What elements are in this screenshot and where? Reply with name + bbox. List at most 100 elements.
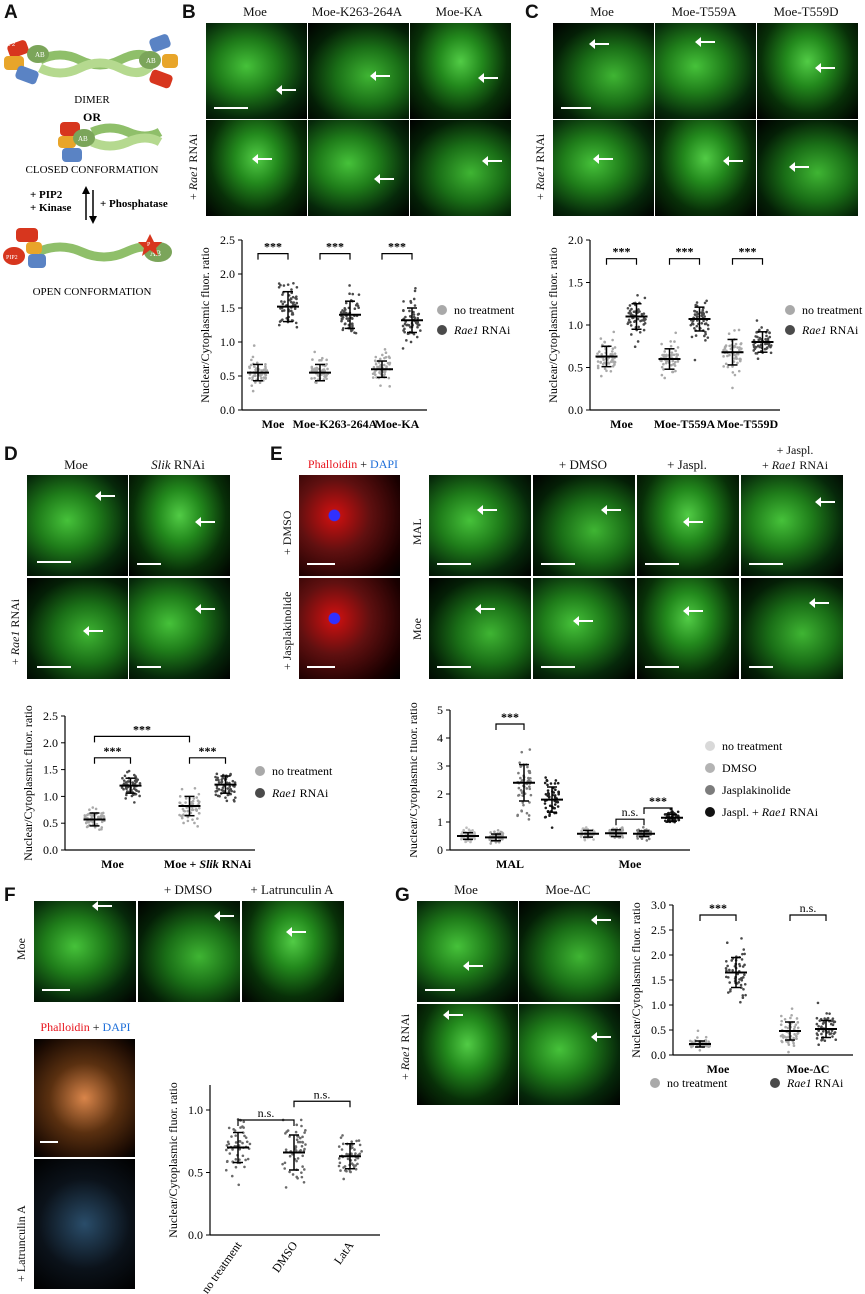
data-point (416, 325, 419, 329)
data-point (243, 1134, 246, 1138)
data-point (401, 347, 405, 350)
data-point (613, 346, 617, 349)
data-point (741, 952, 744, 956)
data-point (133, 779, 137, 783)
data-point (310, 377, 313, 380)
data-point (741, 996, 745, 1000)
c-img-1 (552, 22, 655, 120)
data-point (295, 1159, 298, 1163)
data-point (194, 808, 198, 811)
data-point (462, 828, 465, 832)
data-point (546, 783, 549, 787)
data-point (795, 1034, 798, 1038)
data-point (754, 345, 757, 349)
b-img-5 (307, 119, 410, 217)
dimer-label: DIMER (74, 94, 110, 106)
data-point (388, 361, 392, 365)
data-point (344, 301, 348, 305)
data-point (414, 286, 417, 290)
data-point (93, 825, 97, 829)
data-point (703, 334, 706, 338)
data-point (125, 790, 129, 793)
legend-marker (705, 741, 715, 751)
chart-c: 0.0 0.5 1.0 1.5 2.0 Nuclear/Cytoplasmic fluor… (546, 233, 863, 431)
significance-label: *** (264, 240, 282, 254)
data-point (547, 796, 551, 799)
data-point (248, 366, 251, 370)
panel-label-c: C (525, 2, 539, 23)
data-point (249, 363, 253, 367)
data-point (283, 1167, 286, 1170)
data-point (704, 322, 708, 325)
data-point (296, 1157, 300, 1160)
data-point (737, 328, 741, 332)
c-img-6 (756, 119, 859, 217)
data-point (725, 969, 728, 972)
data-point (217, 778, 220, 782)
data-point (695, 315, 699, 319)
data-point (592, 838, 595, 841)
data-point (702, 319, 705, 323)
significance-label: *** (739, 245, 757, 259)
data-point (726, 976, 730, 979)
data-point (191, 818, 194, 821)
data-point (294, 1149, 298, 1152)
data-point (738, 348, 741, 352)
data-point (823, 1039, 827, 1043)
data-point (662, 362, 665, 366)
data-point (731, 371, 735, 374)
e-row-moe: Moe (410, 618, 424, 640)
significance-label: *** (613, 245, 631, 259)
data-point (793, 1025, 797, 1029)
data-point (517, 786, 521, 790)
data-point (704, 1035, 708, 1039)
f-col-dmso: + DMSO (163, 882, 213, 897)
y-axis-label: Nuclear/Cytoplasmic fluor. ratio (410, 702, 420, 858)
data-point (741, 994, 745, 997)
data-point (264, 363, 267, 366)
f-row-moe: Moe (14, 938, 28, 960)
b-img-6 (409, 119, 512, 217)
data-point (314, 380, 317, 384)
data-point (346, 319, 350, 323)
data-point (230, 1135, 233, 1138)
closed-label: CLOSED CONFORMATION (26, 164, 159, 176)
y-tick-label: 0.0 (651, 1048, 666, 1062)
data-point (412, 313, 416, 316)
data-point (613, 352, 617, 355)
data-point (138, 781, 142, 785)
y-tick-label: 1.0 (43, 789, 58, 803)
data-point (284, 1186, 288, 1189)
data-point (351, 1163, 355, 1167)
data-point (489, 831, 492, 834)
data-point (295, 295, 298, 298)
data-point (191, 799, 195, 803)
data-point (409, 340, 413, 344)
x-tick-label: Moe (707, 1062, 730, 1076)
data-point (739, 983, 743, 987)
svg-text:P: P (147, 242, 151, 248)
b-img-2 (307, 22, 410, 120)
significance-label: *** (649, 794, 667, 808)
data-point (402, 308, 405, 312)
data-point (288, 298, 292, 302)
data-point (471, 828, 474, 832)
data-point (300, 1175, 304, 1179)
e-img-mal-4 (740, 474, 844, 577)
data-point (779, 1023, 783, 1027)
b-col-k263: Moe-K263-264A (311, 4, 403, 19)
data-point (795, 1037, 798, 1041)
data-point (704, 339, 707, 342)
data-point (825, 1012, 828, 1015)
f-img-3 (241, 900, 345, 1003)
data-point (829, 1032, 833, 1035)
data-point (409, 299, 412, 303)
data-point (254, 381, 257, 384)
data-point (217, 781, 221, 784)
data-point (787, 1043, 791, 1046)
data-point (755, 331, 758, 334)
legend-label: no treatment (272, 764, 333, 778)
data-point (731, 386, 734, 390)
data-point (402, 300, 405, 303)
data-point (295, 1138, 299, 1142)
